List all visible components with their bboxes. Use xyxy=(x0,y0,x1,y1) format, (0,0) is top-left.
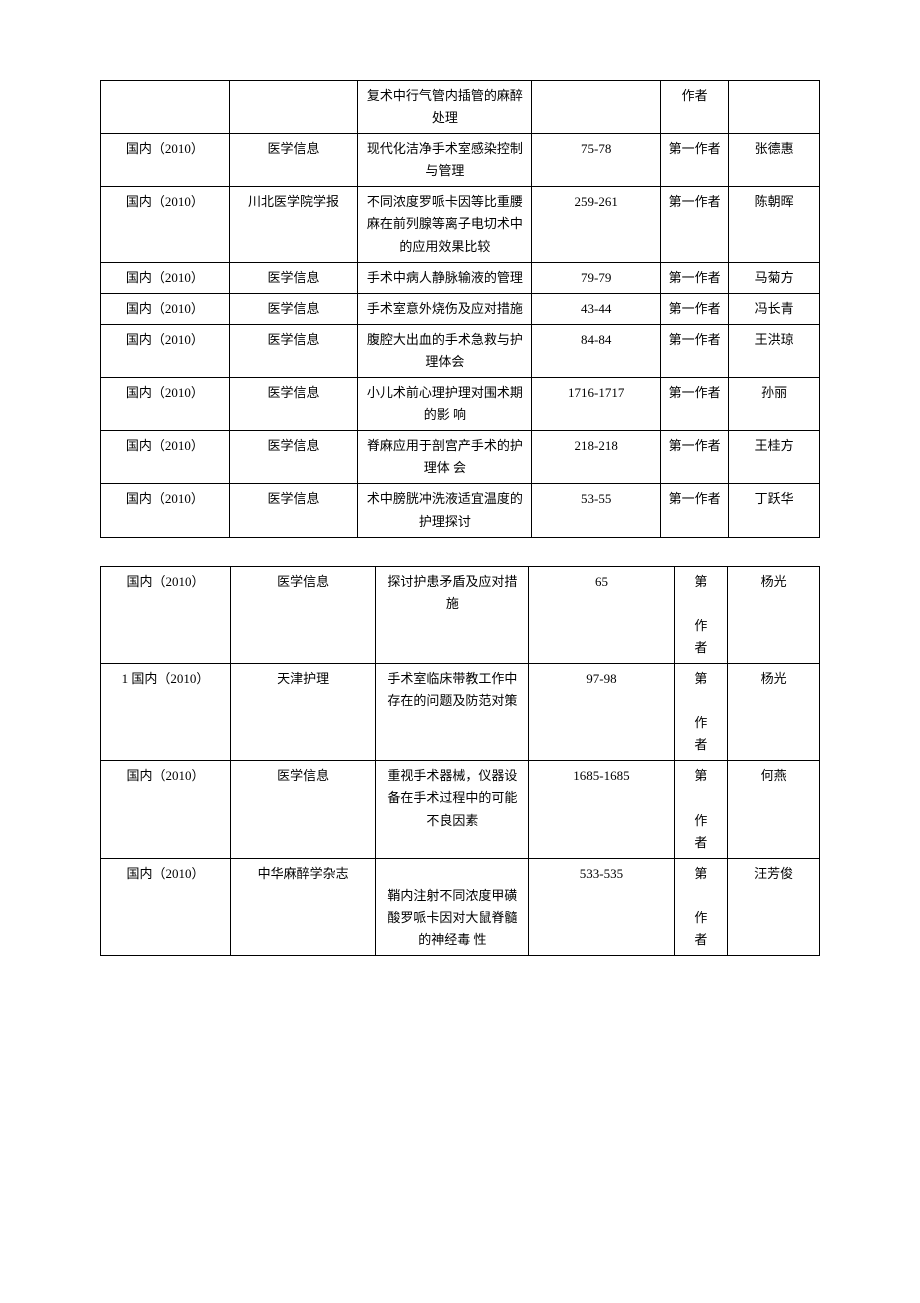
cell-publication: 医学信息 xyxy=(231,761,376,858)
cell-author: 孙丽 xyxy=(729,378,820,431)
cell-author: 何燕 xyxy=(728,761,820,858)
cell-author: 王桂方 xyxy=(729,431,820,484)
cell-type: 国内（2010） xyxy=(101,324,230,377)
cell-type: 国内（2010） xyxy=(101,134,230,187)
table-row: 国内（2010）医学信息脊麻应用于剖宫产手术的护理体 会218-218第一作者王… xyxy=(101,431,820,484)
cell-publication: 医学信息 xyxy=(231,566,376,663)
cell-publication: 天津护理 xyxy=(231,663,376,760)
cell-role: 第一作者 xyxy=(661,484,729,537)
cell-title: 不同浓度罗哌卡因等比重腰麻在前列腺等离子电切术中的应用效果比较 xyxy=(358,187,532,262)
table-row: 国内（2010）医学信息探讨护患矛盾及应对措施65第作者杨光 xyxy=(101,566,820,663)
table-row: 1 国内（2010）天津护理手术室临床带教工作中存在的问题及防范对策97-98第… xyxy=(101,663,820,760)
table-row: 国内（2010）医学信息小儿术前心理护理对围术期的影 响1716-1717第一作… xyxy=(101,378,820,431)
cell-pages: 43-44 xyxy=(532,293,661,324)
cell-title: 手术室意外烧伤及应对措施 xyxy=(358,293,532,324)
cell-author: 冯长青 xyxy=(729,293,820,324)
cell-pages: 79-79 xyxy=(532,262,661,293)
table-row: 国内（2010）川北医学院学报不同浓度罗哌卡因等比重腰麻在前列腺等离子电切术中的… xyxy=(101,187,820,262)
cell-title: 探讨护患矛盾及应对措施 xyxy=(376,566,529,663)
table-row: 国内（2010）医学信息重视手术器械，仪器设备在手术过程中的可能不良因素1685… xyxy=(101,761,820,858)
table-row: 国内（2010）医学信息现代化洁净手术室感染控制与管理75-78第一作者张德惠 xyxy=(101,134,820,187)
cell-title: 术中膀胱冲洗液适宜温度的护理探讨 xyxy=(358,484,532,537)
cell-title: 手术室临床带教工作中存在的问题及防范对策 xyxy=(376,663,529,760)
cell-type: 国内（2010） xyxy=(101,761,231,858)
cell-publication: 中华麻醉学杂志 xyxy=(231,858,376,955)
papers-table-1: 复术中行气管内插管的麻醉处理作者国内（2010）医学信息现代化洁净手术室感染控制… xyxy=(100,80,820,538)
cell-author xyxy=(729,81,820,134)
cell-type: 国内（2010） xyxy=(101,187,230,262)
cell-publication: 医学信息 xyxy=(229,484,358,537)
table-row: 国内（2010）医学信息手术中病人静脉输液的管理79-79第一作者马菊方 xyxy=(101,262,820,293)
cell-author: 王洪琼 xyxy=(729,324,820,377)
cell-title: 复术中行气管内插管的麻醉处理 xyxy=(358,81,532,134)
cell-pages: 259-261 xyxy=(532,187,661,262)
cell-publication: 医学信息 xyxy=(229,262,358,293)
cell-type: 国内（2010） xyxy=(101,378,230,431)
cell-pages: 84-84 xyxy=(532,324,661,377)
cell-pages: 97-98 xyxy=(529,663,674,760)
cell-publication: 医学信息 xyxy=(229,324,358,377)
cell-author: 张德惠 xyxy=(729,134,820,187)
cell-author: 汪芳俊 xyxy=(728,858,820,955)
cell-role: 第一作者 xyxy=(661,293,729,324)
cell-author: 杨光 xyxy=(728,566,820,663)
cell-role: 第一作者 xyxy=(661,431,729,484)
table-row: 国内（2010）中华麻醉学杂志鞘内注射不同浓度甲磺酸罗哌卡因对大鼠脊髓的神经毒 … xyxy=(101,858,820,955)
cell-role: 第作者 xyxy=(674,858,728,955)
cell-pages: 75-78 xyxy=(532,134,661,187)
cell-title: 腹腔大出血的手术急救与护理体会 xyxy=(358,324,532,377)
cell-publication: 医学信息 xyxy=(229,431,358,484)
cell-title: 鞘内注射不同浓度甲磺酸罗哌卡因对大鼠脊髓的神经毒 性 xyxy=(376,858,529,955)
papers-table-2: 国内（2010）医学信息探讨护患矛盾及应对措施65第作者杨光1 国内（2010）… xyxy=(100,566,820,957)
cell-author: 丁跃华 xyxy=(729,484,820,537)
cell-role: 第一作者 xyxy=(661,324,729,377)
table-row: 国内（2010）医学信息腹腔大出血的手术急救与护理体会84-84第一作者王洪琼 xyxy=(101,324,820,377)
table-row: 国内（2010）医学信息手术室意外烧伤及应对措施43-44第一作者冯长青 xyxy=(101,293,820,324)
cell-type: 国内（2010） xyxy=(101,262,230,293)
cell-role: 作者 xyxy=(661,81,729,134)
cell-pages: 53-55 xyxy=(532,484,661,537)
cell-title: 重视手术器械，仪器设备在手术过程中的可能不良因素 xyxy=(376,761,529,858)
cell-role: 第作者 xyxy=(674,663,728,760)
cell-author: 杨光 xyxy=(728,663,820,760)
cell-type: 国内（2010） xyxy=(101,484,230,537)
table-row: 复术中行气管内插管的麻醉处理 作者 xyxy=(101,81,820,134)
cell-role: 第作者 xyxy=(674,761,728,858)
cell-type: 国内（2010） xyxy=(101,293,230,324)
cell-role: 第一作者 xyxy=(661,262,729,293)
cell-type: 国内（2010） xyxy=(101,431,230,484)
cell-role: 第一作者 xyxy=(661,134,729,187)
cell-publication xyxy=(229,81,358,134)
cell-author: 陈朝晖 xyxy=(729,187,820,262)
cell-pages: 218-218 xyxy=(532,431,661,484)
cell-type: 1 国内（2010） xyxy=(101,663,231,760)
cell-publication: 医学信息 xyxy=(229,378,358,431)
table-row: 国内（2010）医学信息术中膀胱冲洗液适宜温度的护理探讨53-55第一作者丁跃华 xyxy=(101,484,820,537)
cell-title: 小儿术前心理护理对围术期的影 响 xyxy=(358,378,532,431)
cell-role: 第一作者 xyxy=(661,187,729,262)
cell-pages: 533-535 xyxy=(529,858,674,955)
cell-type: 国内（2010） xyxy=(101,858,231,955)
cell-title: 现代化洁净手术室感染控制与管理 xyxy=(358,134,532,187)
cell-type: 国内（2010） xyxy=(101,566,231,663)
cell-pages xyxy=(532,81,661,134)
cell-title: 手术中病人静脉输液的管理 xyxy=(358,262,532,293)
cell-publication: 川北医学院学报 xyxy=(229,187,358,262)
cell-type xyxy=(101,81,230,134)
cell-pages: 1685-1685 xyxy=(529,761,674,858)
cell-author: 马菊方 xyxy=(729,262,820,293)
cell-publication: 医学信息 xyxy=(229,134,358,187)
cell-title: 脊麻应用于剖宫产手术的护理体 会 xyxy=(358,431,532,484)
cell-publication: 医学信息 xyxy=(229,293,358,324)
cell-role: 第作者 xyxy=(674,566,728,663)
cell-pages: 1716-1717 xyxy=(532,378,661,431)
cell-role: 第一作者 xyxy=(661,378,729,431)
cell-pages: 65 xyxy=(529,566,674,663)
